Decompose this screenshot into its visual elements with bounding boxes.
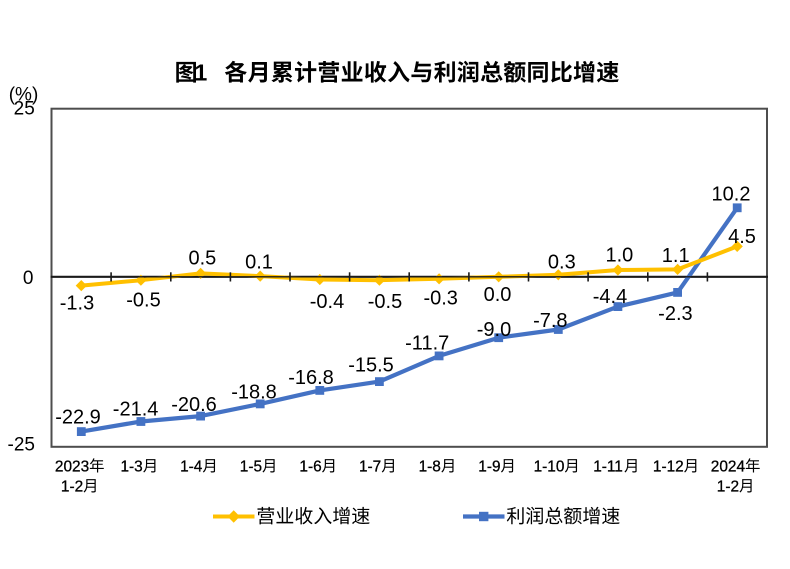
svg-text:1.0: 1.0 [605, 244, 633, 266]
svg-text:-11.7: -11.7 [405, 333, 449, 355]
svg-text:-20.6: -20.6 [171, 394, 217, 416]
svg-text:1-2: 1-2 [717, 478, 739, 495]
svg-text:-0.5: -0.5 [368, 291, 402, 313]
svg-text:10.2: 10.2 [712, 183, 751, 205]
svg-text:1-11: 1-11 [593, 458, 623, 475]
svg-text:1-7: 1-7 [359, 458, 381, 475]
svg-text:-16.8: -16.8 [288, 367, 334, 389]
svg-text:1-4: 1-4 [180, 458, 203, 475]
svg-text:1-8: 1-8 [419, 458, 441, 475]
svg-text:-21.4: -21.4 [113, 399, 159, 421]
svg-text:25: 25 [14, 99, 35, 120]
svg-text:1-9: 1-9 [478, 458, 500, 475]
svg-text:2024: 2024 [711, 458, 746, 475]
svg-text:1-12: 1-12 [653, 458, 684, 475]
svg-text:1-6: 1-6 [299, 458, 321, 475]
svg-text:1-2: 1-2 [61, 478, 83, 495]
svg-text:4.5: 4.5 [728, 226, 756, 248]
svg-text:0: 0 [23, 268, 34, 289]
svg-text:-0.5: -0.5 [126, 289, 160, 311]
svg-text:-4.4: -4.4 [593, 286, 627, 308]
svg-text:-0.4: -0.4 [310, 291, 344, 313]
svg-text:0.0: 0.0 [484, 284, 512, 306]
svg-text:-1.3: -1.3 [60, 293, 94, 315]
svg-text:1: 1 [195, 60, 208, 86]
svg-text:1-5: 1-5 [240, 458, 262, 475]
svg-text:2023: 2023 [55, 458, 89, 475]
svg-text:-2.3: -2.3 [658, 303, 692, 325]
svg-text:0.1: 0.1 [245, 251, 273, 273]
svg-text:-18.8: -18.8 [231, 382, 277, 404]
svg-text:1-3: 1-3 [121, 458, 143, 475]
svg-text:-0.3: -0.3 [423, 288, 457, 310]
svg-text:-22.9: -22.9 [55, 407, 101, 429]
svg-text:-7.8: -7.8 [533, 310, 567, 332]
svg-text:0.5: 0.5 [188, 247, 216, 269]
svg-text:1.1: 1.1 [662, 245, 690, 267]
svg-text:-15.5: -15.5 [348, 355, 394, 377]
svg-text:(%): (%) [9, 85, 39, 106]
svg-text:-25: -25 [8, 434, 35, 455]
svg-text:1-10: 1-10 [534, 458, 565, 475]
svg-text:-9.0: -9.0 [477, 319, 511, 341]
svg-text:0.3: 0.3 [548, 251, 576, 273]
